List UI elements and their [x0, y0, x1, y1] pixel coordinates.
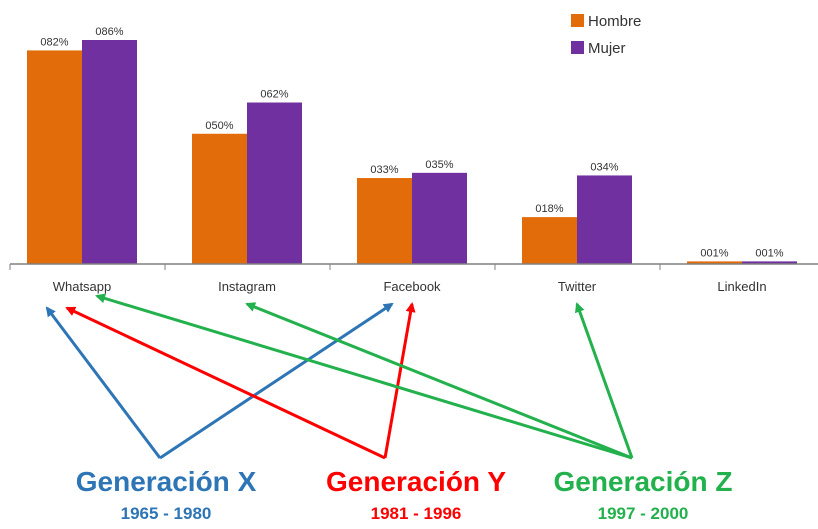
bar-hombre-linkedin	[687, 261, 742, 264]
bar-mujer-instagram	[247, 102, 302, 264]
category-label-whatsapp: Whatsapp	[53, 279, 112, 294]
arrow-generaci-n-z-to-whatsapp	[95, 293, 633, 460]
category-label-instagram: Instagram	[218, 279, 276, 294]
value-label-mujer-linkedin: 001%	[755, 247, 783, 259]
arrow-generaci-n-y-to-facebook	[383, 302, 416, 459]
generation-x-name: Generación X	[75, 466, 257, 497]
value-label-hombre-instagram: 050%	[205, 120, 233, 132]
value-label-hombre-twitter: 018%	[535, 203, 563, 215]
value-label-mujer-twitter: 034%	[590, 161, 618, 173]
category-label-facebook: Facebook	[383, 279, 441, 294]
value-label-mujer-whatsapp: 086%	[95, 26, 123, 38]
legend-label-hombre: Hombre	[588, 13, 641, 30]
generation-z-years: 1997 - 2000	[597, 504, 689, 523]
generation-y-name: Generación Y	[325, 466, 506, 497]
bar-mujer-linkedin	[742, 261, 797, 264]
legend-label-mujer: Mujer	[588, 40, 626, 57]
arrow-generaci-n-x-to-facebook	[159, 302, 394, 460]
bar-mujer-twitter	[577, 175, 632, 264]
value-label-hombre-facebook: 033%	[370, 164, 398, 176]
generation-x-years: 1965 - 1980	[120, 504, 212, 523]
bar-mujer-facebook	[412, 172, 467, 264]
generation-y-years: 1981 - 1996	[370, 504, 462, 523]
value-label-mujer-facebook: 035%	[425, 159, 453, 171]
legend-swatch-hombre	[571, 14, 584, 27]
legend-swatch-mujer	[571, 41, 584, 54]
arrow-generaci-n-x-to-whatsapp	[45, 306, 162, 459]
arrow-generaci-n-z-to-instagram	[245, 302, 633, 460]
value-label-hombre-linkedin: 001%	[700, 247, 728, 259]
arrow-generaci-n-y-to-whatsapp	[65, 306, 386, 460]
bar-hombre-whatsapp	[27, 50, 82, 264]
category-label-linkedin: LinkedIn	[717, 279, 766, 294]
bar-mujer-whatsapp	[82, 40, 137, 264]
arrow-generaci-n-z-to-twitter	[574, 302, 634, 459]
bar-hombre-instagram	[192, 133, 247, 264]
category-label-twitter: Twitter	[558, 279, 597, 294]
bar-hombre-twitter	[522, 217, 577, 264]
value-label-hombre-whatsapp: 082%	[40, 36, 68, 48]
generation-z-name: Generación Z	[553, 466, 733, 497]
value-label-mujer-instagram: 062%	[260, 89, 288, 101]
bar-hombre-facebook	[357, 178, 412, 264]
